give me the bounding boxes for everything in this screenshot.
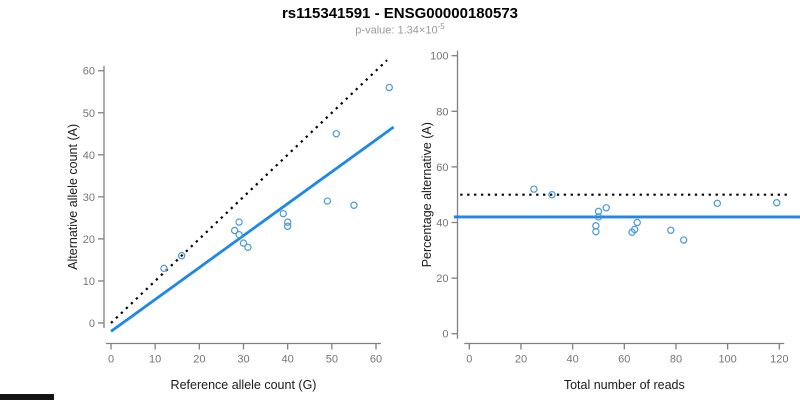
data-point [323,197,332,205]
p-value-exponent: -5 [437,22,445,31]
data-point [283,222,292,230]
data-point [332,130,340,138]
x-tick-label: 30 [237,354,249,366]
data-point [239,239,248,247]
figure-title: rs115341591 - ENSG00000180573 [281,5,519,22]
data-point [160,264,168,273]
p-value-text: p-value: 1.34×10 [355,24,438,37]
data-point [602,204,610,212]
data-point [594,207,603,216]
x-tick-label: 80 [670,354,682,366]
allele-counts-plot: 0 10 20 30 40 50 60 0 10 20 30 40 50 60 Reference alle… [66,59,395,392]
data-point [385,83,393,92]
data-point [548,190,556,199]
data-point [350,201,358,209]
data-point [628,228,636,236]
y-tick-label: 60 [83,66,95,78]
expected-1to1-line [110,59,388,324]
data-point [633,218,641,227]
x-tick-label: 120 [770,354,788,366]
data-point [283,218,292,226]
y-tick-label: 10 [83,276,95,288]
data-point [592,227,600,236]
data-point [713,199,721,208]
fit-line [110,125,395,333]
x-tick-label: 20 [515,354,527,366]
data-point [177,252,186,260]
data-point [279,209,287,218]
percentage-alternative-plot: 0 20 40 60 80 100 0 20 40 60 80 100 120 Total number … [420,50,800,392]
x-tick-label: 40 [282,354,294,366]
y-axis-title: Alternative allele count (A) [66,124,80,270]
x-tick-label: 20 [193,354,205,366]
figure-subtitle: p-value: 1.34×10-5 [0,22,800,37]
y-tick-label: 50 [83,108,95,120]
x-tick-label: 0 [108,354,114,366]
x-tick-label: 100 [718,354,736,366]
data-point [235,230,243,239]
data-point [235,218,243,226]
x-tick-label: 60 [370,354,382,366]
x-tick-label: 10 [149,354,161,366]
y-tick-label: 0 [442,329,448,341]
data-point [594,213,603,221]
data-point [667,226,675,234]
y-tick-label: 40 [436,218,448,230]
bottom-left-artifact-bar [0,394,54,400]
data-point [773,199,781,207]
x-axis-title: Total number of reads [564,378,685,392]
y-tick-label: 0 [89,318,95,330]
y-axis-title: Percentage alternative (A) [420,122,434,267]
y-tick-label: 20 [83,234,95,246]
y-tick-label: 40 [83,150,95,162]
x-tick-label: 40 [567,354,579,366]
y-tick-label: 100 [430,51,448,63]
y-tick-label: 30 [83,192,95,204]
y-tick-label: 60 [436,162,448,174]
data-point [530,185,538,193]
x-axis-title: Reference allele count (G) [171,378,317,392]
data-point [680,236,688,244]
data-point [230,226,239,235]
x-tick-label: 0 [466,354,472,366]
y-tick-label: 20 [436,273,448,285]
x-tick-label: 60 [618,354,630,366]
y-tick-label: 80 [436,106,448,118]
data-point [244,243,252,252]
x-tick-label: 50 [326,354,338,366]
